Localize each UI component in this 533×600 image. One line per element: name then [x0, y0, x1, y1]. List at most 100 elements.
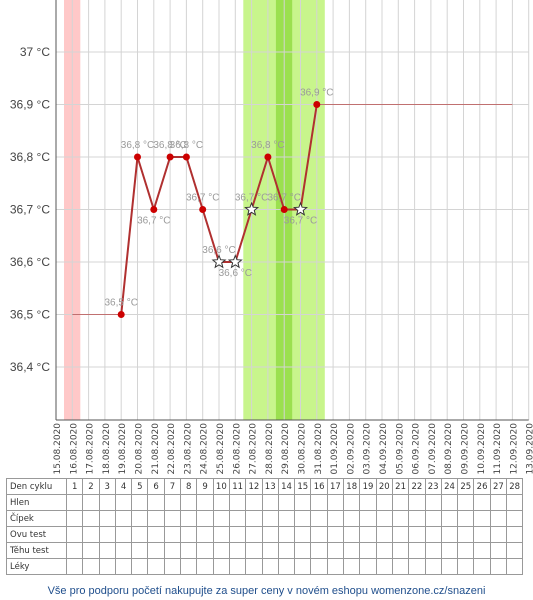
table-cell[interactable] [457, 510, 475, 527]
table-cell[interactable] [147, 494, 165, 511]
table-cell[interactable] [196, 526, 214, 543]
table-cell[interactable] [473, 494, 491, 511]
table-cell[interactable] [261, 558, 279, 575]
table-cell[interactable] [457, 526, 475, 543]
table-cell[interactable] [359, 510, 377, 527]
table-cell[interactable] [98, 558, 116, 575]
table-cell[interactable] [163, 526, 182, 543]
table-cell[interactable] [359, 494, 377, 511]
table-cell[interactable] [180, 542, 198, 559]
table-cell[interactable] [391, 542, 410, 559]
table-cell[interactable] [261, 542, 279, 559]
table-cell[interactable] [326, 494, 345, 511]
table-cell[interactable] [440, 542, 459, 559]
table-cell[interactable] [180, 558, 198, 575]
table-cell[interactable] [506, 542, 524, 559]
table-cell[interactable] [228, 542, 247, 559]
table-cell[interactable] [147, 558, 165, 575]
table-cell[interactable] [294, 558, 312, 575]
table-cell[interactable] [147, 526, 165, 543]
table-cell[interactable] [424, 542, 442, 559]
table-cell[interactable] [180, 494, 198, 511]
table-cell[interactable] [228, 494, 247, 511]
table-cell[interactable] [326, 510, 345, 527]
table-cell[interactable] [277, 494, 296, 511]
table-cell[interactable] [408, 510, 426, 527]
table-cell[interactable] [212, 510, 230, 527]
table-cell[interactable] [131, 526, 149, 543]
table-cell[interactable] [65, 494, 84, 511]
table-cell[interactable] [310, 526, 328, 543]
table-cell[interactable] [424, 494, 442, 511]
table-cell[interactable] [506, 558, 524, 575]
table-cell[interactable] [326, 526, 345, 543]
table-cell[interactable] [359, 558, 377, 575]
table-cell[interactable] [98, 526, 116, 543]
table-cell[interactable] [391, 526, 410, 543]
table-cell[interactable] [131, 494, 149, 511]
table-cell[interactable] [408, 542, 426, 559]
table-cell[interactable] [326, 542, 345, 559]
promo-footer[interactable]: Vše pro podporu početí nakupujte za supe… [47, 585, 486, 597]
table-cell[interactable] [408, 558, 426, 575]
table-cell[interactable] [473, 558, 491, 575]
table-cell[interactable] [489, 494, 508, 511]
table-cell[interactable] [440, 526, 459, 543]
table-cell[interactable] [245, 542, 263, 559]
table-cell[interactable] [294, 542, 312, 559]
table-cell[interactable] [212, 526, 230, 543]
table-cell[interactable] [82, 510, 100, 527]
table-cell[interactable] [212, 558, 230, 575]
table-cell[interactable] [506, 494, 524, 511]
table-cell[interactable] [98, 494, 116, 511]
table-cell[interactable] [245, 510, 263, 527]
table-cell[interactable] [310, 558, 328, 575]
table-cell[interactable] [131, 542, 149, 559]
table-cell[interactable] [294, 494, 312, 511]
table-cell[interactable] [310, 510, 328, 527]
table-cell[interactable] [82, 558, 100, 575]
table-cell[interactable] [424, 510, 442, 527]
table-cell[interactable] [440, 558, 459, 575]
table-cell[interactable] [391, 558, 410, 575]
table-cell[interactable] [489, 542, 508, 559]
table-cell[interactable] [343, 542, 361, 559]
table-cell[interactable] [228, 558, 247, 575]
table-cell[interactable] [65, 558, 84, 575]
table-cell[interactable] [310, 542, 328, 559]
table-cell[interactable] [294, 510, 312, 527]
table-cell[interactable] [473, 542, 491, 559]
table-cell[interactable] [424, 526, 442, 543]
table-cell[interactable] [196, 510, 214, 527]
table-cell[interactable] [277, 526, 296, 543]
table-cell[interactable] [163, 558, 182, 575]
table-cell[interactable] [261, 526, 279, 543]
table-cell[interactable] [180, 510, 198, 527]
table-cell[interactable] [375, 558, 393, 575]
table-cell[interactable] [245, 526, 263, 543]
table-cell[interactable] [440, 494, 459, 511]
table-cell[interactable] [196, 494, 214, 511]
table-cell[interactable] [245, 558, 263, 575]
table-cell[interactable] [440, 510, 459, 527]
table-cell[interactable] [408, 526, 426, 543]
table-cell[interactable] [82, 494, 100, 511]
table-cell[interactable] [114, 494, 133, 511]
table-cell[interactable] [489, 510, 508, 527]
table-cell[interactable] [65, 510, 84, 527]
table-cell[interactable] [375, 542, 393, 559]
table-cell[interactable] [391, 494, 410, 511]
table-cell[interactable] [114, 558, 133, 575]
table-cell[interactable] [457, 494, 475, 511]
table-cell[interactable] [277, 510, 296, 527]
table-cell[interactable] [359, 526, 377, 543]
table-cell[interactable] [180, 526, 198, 543]
table-cell[interactable] [506, 526, 524, 543]
table-cell[interactable] [343, 526, 361, 543]
table-cell[interactable] [147, 510, 165, 527]
table-cell[interactable] [228, 510, 247, 527]
table-cell[interactable] [82, 542, 100, 559]
table-cell[interactable] [310, 494, 328, 511]
table-cell[interactable] [196, 542, 214, 559]
table-cell[interactable] [147, 542, 165, 559]
